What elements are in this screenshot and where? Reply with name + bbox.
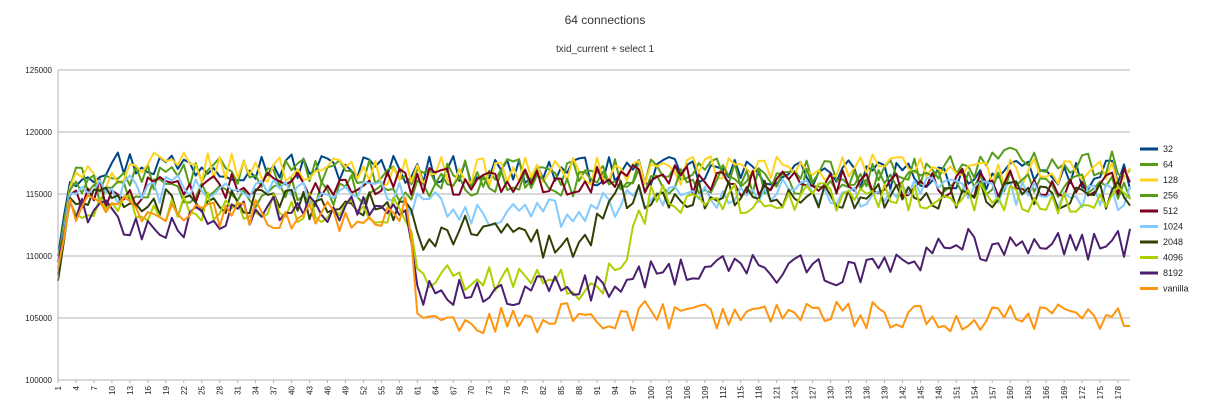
x-tick-label: 91 bbox=[593, 385, 602, 394]
legend: 32 64 128 256 512 1024 2048 4096 8192 vanilla bbox=[1140, 144, 1189, 294]
series-line-8192 bbox=[57, 195, 1131, 307]
x-tick-label: 55 bbox=[377, 385, 386, 394]
x-tick-label: 145 bbox=[916, 385, 925, 399]
x-tick-label: 178 bbox=[1114, 385, 1123, 399]
x-tick-label: 49 bbox=[341, 385, 350, 394]
y-tick-label: 120000 bbox=[25, 128, 52, 137]
x-tick-label: 10 bbox=[108, 385, 117, 394]
x-tick-label: 4 bbox=[72, 385, 81, 390]
x-tick-label: 40 bbox=[288, 385, 297, 394]
x-tick-label: 166 bbox=[1042, 385, 1051, 399]
x-tick-label: 58 bbox=[395, 385, 404, 394]
legend-label: 64 bbox=[1163, 160, 1173, 170]
x-tick-label: 76 bbox=[503, 385, 512, 394]
legend-label: 8192 bbox=[1163, 268, 1183, 278]
x-tick-label: 172 bbox=[1078, 385, 1087, 399]
x-tick-label: 154 bbox=[970, 385, 979, 399]
x-tick-label: 127 bbox=[809, 385, 818, 399]
series-line-128 bbox=[57, 151, 1131, 269]
x-tick-label: 64 bbox=[431, 385, 440, 394]
legend-label: 1024 bbox=[1163, 222, 1183, 232]
x-tick-label: 67 bbox=[449, 385, 458, 394]
x-tick-label: 118 bbox=[755, 385, 764, 398]
chart-title: 64 connections bbox=[565, 13, 646, 27]
x-tick-label: 130 bbox=[827, 385, 836, 399]
x-tick-label: 109 bbox=[701, 385, 710, 399]
legend-label: 512 bbox=[1163, 206, 1178, 216]
x-tick-label: 19 bbox=[162, 385, 171, 394]
gridlines bbox=[58, 69, 1130, 381]
legend-label: vanilla bbox=[1163, 284, 1189, 294]
legend-label: 4096 bbox=[1163, 253, 1183, 263]
x-tick-label: 160 bbox=[1006, 385, 1015, 399]
x-tick-label: 106 bbox=[683, 385, 692, 399]
x-tick-label: 7 bbox=[90, 385, 99, 390]
x-tick-label: 79 bbox=[521, 385, 530, 394]
x-tick-label: 37 bbox=[270, 385, 279, 394]
x-tick-label: 31 bbox=[234, 385, 243, 394]
x-tick-label: 61 bbox=[413, 385, 422, 394]
y-tick-label: 115000 bbox=[26, 190, 53, 199]
x-tick-label: 139 bbox=[880, 385, 889, 399]
x-tick-label: 157 bbox=[988, 385, 997, 399]
x-tick-label: 43 bbox=[306, 385, 315, 394]
x-tick-label: 112 bbox=[719, 385, 728, 398]
chart-subtitle: txid_current + select 1 bbox=[556, 44, 655, 55]
x-tick-label: 22 bbox=[180, 385, 189, 394]
x-tick-label: 28 bbox=[216, 385, 225, 394]
series-line-vanilla bbox=[57, 194, 1130, 335]
x-tick-label: 94 bbox=[611, 385, 620, 394]
x-tick-label: 85 bbox=[557, 385, 566, 394]
y-tick-label: 100000 bbox=[25, 376, 52, 385]
legend-label: 2048 bbox=[1163, 237, 1183, 247]
x-tick-label: 25 bbox=[198, 385, 207, 394]
x-tick-label: 136 bbox=[862, 385, 871, 399]
x-tick-label: 100 bbox=[647, 385, 656, 399]
x-tick-label: 151 bbox=[952, 385, 961, 399]
x-tick-label: 133 bbox=[845, 385, 854, 399]
series-line-4096 bbox=[57, 182, 1131, 301]
x-tick-label: 16 bbox=[144, 385, 153, 394]
y-tick-label: 110000 bbox=[26, 252, 53, 261]
y-tick-label: 125000 bbox=[25, 66, 52, 75]
x-tick-label: 82 bbox=[539, 385, 548, 394]
axes: 100000 105000 110000 115000 120000 125000 1 4 7 1… bbox=[25, 66, 1123, 399]
legend-label: 256 bbox=[1163, 191, 1178, 201]
x-tick-label: 169 bbox=[1060, 385, 1069, 399]
x-tick-label: 97 bbox=[629, 385, 638, 394]
x-tick-label: 34 bbox=[252, 385, 261, 394]
series-lines bbox=[57, 146, 1131, 335]
y-tick-label: 105000 bbox=[25, 314, 52, 323]
x-tick-label: 124 bbox=[791, 385, 800, 399]
x-tick-label: 88 bbox=[575, 385, 584, 394]
x-tick-label: 163 bbox=[1024, 385, 1033, 399]
x-tick-label: 103 bbox=[665, 385, 674, 399]
x-tick-label: 46 bbox=[323, 385, 332, 394]
legend-label: 32 bbox=[1163, 144, 1173, 154]
series-line-2048 bbox=[57, 179, 1131, 281]
x-tick-label: 52 bbox=[359, 385, 368, 394]
x-tick-label: 1 bbox=[54, 385, 63, 390]
x-tick-label: 13 bbox=[126, 385, 135, 394]
legend-label: 128 bbox=[1163, 175, 1178, 185]
x-tick-label: 115 bbox=[737, 385, 746, 398]
series-line-1024 bbox=[57, 174, 1131, 269]
x-tick-label: 70 bbox=[467, 385, 476, 394]
x-tick-label: 73 bbox=[485, 385, 494, 394]
x-tick-label: 142 bbox=[898, 385, 907, 399]
x-tick-label: 175 bbox=[1096, 385, 1105, 399]
x-tick-label: 121 bbox=[773, 385, 782, 399]
x-tick-label: 148 bbox=[934, 385, 943, 399]
